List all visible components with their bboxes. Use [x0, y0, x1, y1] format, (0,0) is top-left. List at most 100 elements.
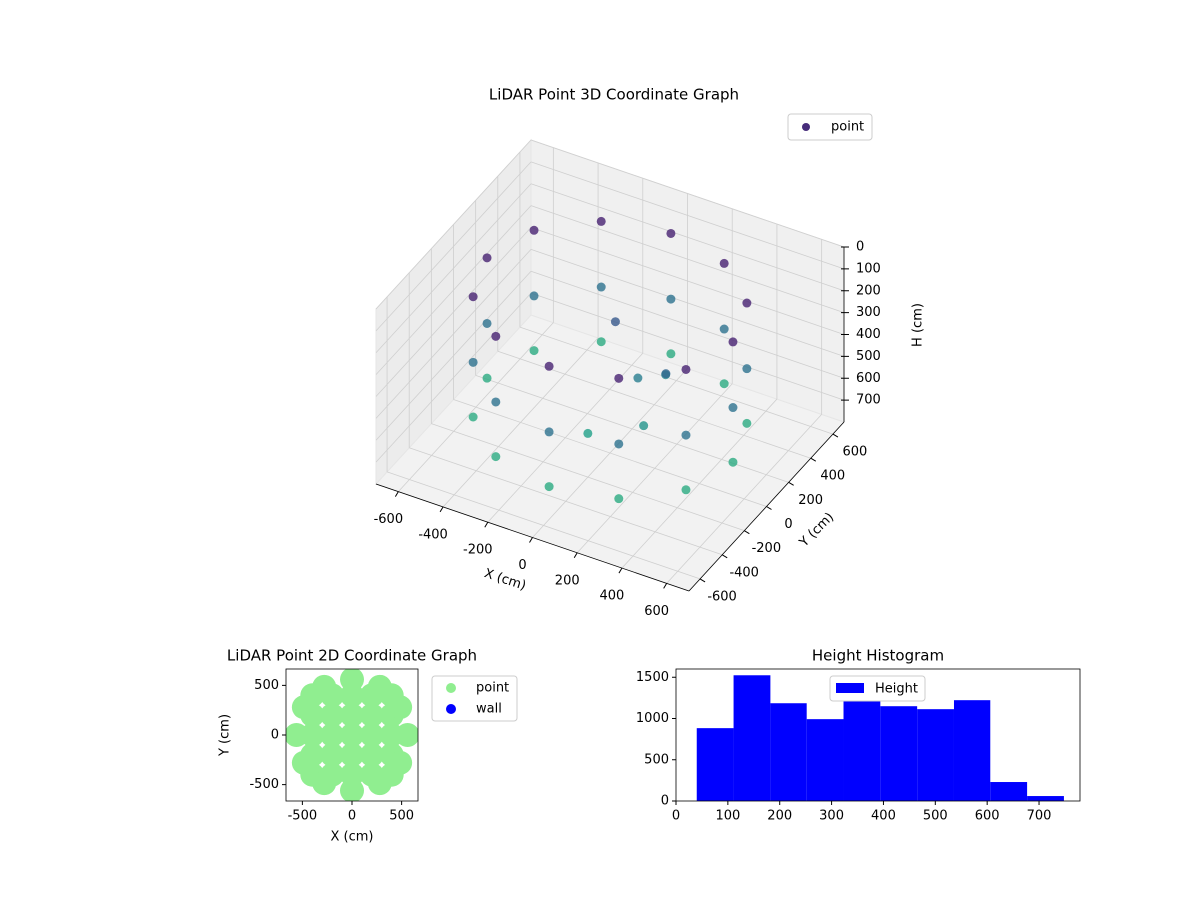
- point: [395, 723, 418, 747]
- point: [529, 225, 539, 235]
- point: [367, 674, 392, 699]
- x-tick-label: 600: [975, 809, 1000, 824]
- grid-line: [375, 292, 532, 463]
- point: [291, 695, 316, 720]
- y-tick: [788, 481, 794, 486]
- point: [742, 418, 752, 428]
- point: [312, 771, 337, 796]
- y-tick-label: 0: [784, 517, 792, 532]
- legend-label: point: [831, 120, 864, 135]
- grid-line: [530, 139, 845, 248]
- grid-line: [431, 423, 745, 532]
- x-tick-label: 200: [555, 573, 580, 588]
- point: [681, 364, 691, 374]
- x-axis-label: X (cm): [331, 830, 374, 845]
- y-tick-label: -500: [249, 777, 279, 792]
- x-tick: [529, 537, 533, 543]
- z-tick-label: 100: [856, 261, 881, 276]
- legend-label: Height: [875, 682, 918, 697]
- x-tick-label: 300: [819, 809, 844, 824]
- grid-line: [375, 205, 532, 375]
- x-tick: [573, 552, 578, 559]
- y-tick-label: -400: [729, 565, 759, 580]
- point: [596, 337, 606, 347]
- point: [666, 349, 676, 359]
- point: [286, 723, 309, 747]
- bar: [880, 706, 918, 801]
- grid-line: [519, 326, 834, 435]
- point: [388, 695, 413, 720]
- legend-patch: [836, 683, 864, 693]
- x-tick-label: 400: [600, 589, 625, 604]
- grid-line: [530, 205, 845, 314]
- chart-title: Height Histogram: [812, 647, 944, 665]
- axes-frame: [675, 668, 1081, 802]
- x-tick-label: 700: [1027, 809, 1052, 824]
- legend-box: [829, 675, 926, 702]
- point: [291, 750, 316, 775]
- point: [544, 482, 554, 492]
- point: [468, 412, 478, 422]
- point: [614, 494, 624, 504]
- point: [340, 703, 364, 728]
- point: [742, 364, 752, 374]
- x-tick-label: -400: [418, 527, 448, 542]
- point: [320, 723, 345, 747]
- grid-line: [375, 139, 532, 310]
- chart-title: LiDAR Point 3D Coordinate Graph: [489, 86, 739, 104]
- point: [728, 403, 738, 413]
- x-tick-label: 500: [923, 809, 948, 824]
- point: [583, 428, 593, 438]
- legend-marker: [446, 704, 456, 714]
- y-tick-label: 400: [820, 469, 845, 484]
- grid-line: [375, 227, 532, 397]
- bar: [733, 675, 771, 801]
- point: [614, 439, 624, 449]
- point: [340, 742, 364, 767]
- point: [633, 373, 643, 383]
- grid-line: [375, 270, 532, 441]
- bar: [770, 703, 807, 801]
- point: [320, 742, 345, 767]
- point: [491, 452, 501, 462]
- y-axis-label: Y (cm): [796, 510, 837, 551]
- z-tick-label: 200: [856, 283, 881, 298]
- y-axis-label: Y (cm): [218, 714, 233, 757]
- point: [529, 346, 539, 356]
- legend-marker: [802, 123, 810, 131]
- x-tick: [439, 506, 444, 513]
- z-tick-label: 600: [856, 371, 881, 386]
- y-tick: [766, 506, 772, 510]
- point: [681, 485, 691, 495]
- legend-box: [431, 675, 518, 722]
- point: [320, 703, 345, 728]
- grid-line: [530, 183, 845, 292]
- point: [719, 258, 729, 268]
- plot-area: [286, 669, 418, 801]
- point: [312, 674, 337, 699]
- point: [596, 282, 606, 292]
- legend-label: point: [476, 681, 509, 696]
- y-tick-label: -600: [707, 589, 737, 604]
- bar: [953, 700, 991, 801]
- x-tick-label: 0: [348, 809, 356, 824]
- x-tick-label: 200: [767, 809, 792, 824]
- point: [719, 379, 729, 389]
- legend-label: wall: [476, 702, 502, 717]
- y-tick: [810, 457, 817, 462]
- point: [482, 318, 492, 328]
- point: [468, 357, 478, 367]
- point: [544, 427, 554, 437]
- bar: [990, 782, 1028, 801]
- point: [728, 337, 738, 347]
- point: [529, 291, 539, 301]
- z-tick-label: 500: [856, 349, 881, 364]
- x-tick-label: 0: [672, 809, 680, 824]
- bar: [696, 728, 734, 801]
- point: [666, 294, 676, 304]
- point: [491, 397, 501, 407]
- point: [482, 253, 492, 263]
- legend-marker: [446, 683, 456, 693]
